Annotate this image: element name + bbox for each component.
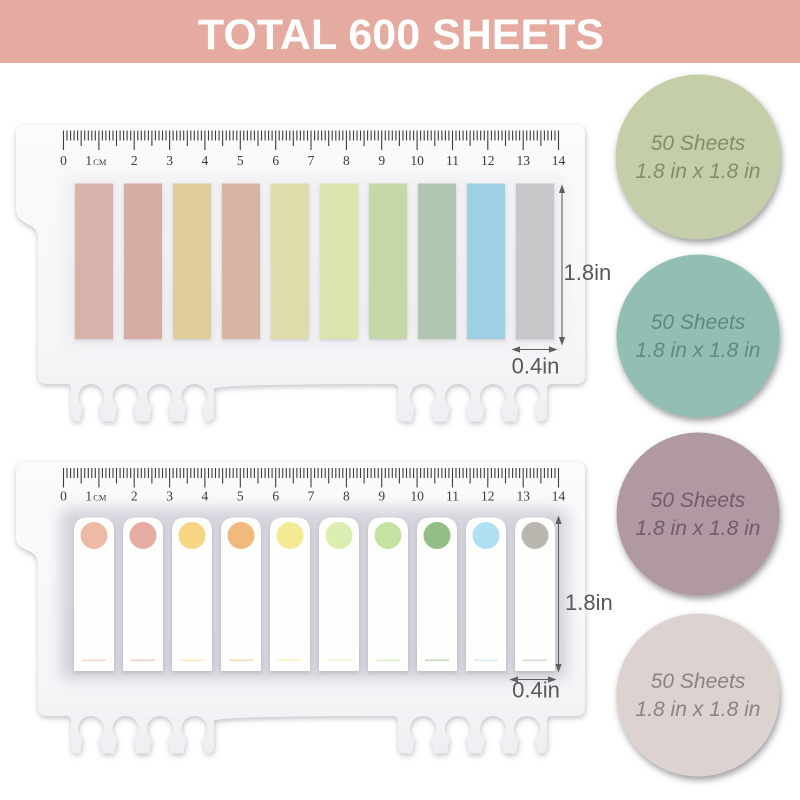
- svg-text:0: 0: [60, 489, 67, 504]
- svg-text:0.4in: 0.4in: [512, 354, 560, 379]
- svg-text:50 Sheets: 50 Sheets: [651, 311, 746, 334]
- svg-text:1.8 in x 1.8 in: 1.8 in x 1.8 in: [636, 698, 761, 721]
- svg-text:50 Sheets: 50 Sheets: [651, 489, 746, 512]
- svg-text:0: 0: [60, 153, 67, 168]
- svg-text:1.8 in x 1.8 in: 1.8 in x 1.8 in: [636, 339, 761, 362]
- svg-text:1.8in: 1.8in: [565, 590, 613, 615]
- svg-text:2: 2: [131, 489, 138, 504]
- svg-text:14: 14: [552, 153, 566, 168]
- svg-text:1CM: 1CM: [85, 489, 106, 504]
- svg-text:3: 3: [166, 153, 173, 168]
- svg-text:9: 9: [378, 489, 385, 504]
- svg-text:50 Sheets: 50 Sheets: [651, 670, 746, 693]
- svg-text:6: 6: [272, 489, 279, 504]
- svg-text:1.8 in x 1.8 in: 1.8 in x 1.8 in: [636, 517, 761, 540]
- svg-text:7: 7: [308, 489, 315, 504]
- svg-text:14: 14: [552, 489, 566, 504]
- svg-text:12: 12: [481, 489, 495, 504]
- svg-text:4: 4: [202, 489, 209, 504]
- svg-text:11: 11: [446, 489, 459, 504]
- svg-text:5: 5: [237, 153, 244, 168]
- svg-text:5: 5: [237, 489, 244, 504]
- svg-text:13: 13: [516, 489, 530, 504]
- svg-text:1.8in: 1.8in: [564, 260, 612, 285]
- svg-text:1CM: 1CM: [85, 153, 106, 168]
- svg-text:8: 8: [343, 489, 350, 504]
- svg-text:12: 12: [481, 153, 495, 168]
- svg-text:4: 4: [202, 153, 209, 168]
- svg-text:6: 6: [272, 153, 279, 168]
- svg-text:7: 7: [308, 153, 315, 168]
- svg-text:11: 11: [446, 153, 459, 168]
- svg-text:0.4in: 0.4in: [512, 678, 560, 703]
- svg-text:3: 3: [166, 489, 173, 504]
- svg-text:8: 8: [343, 153, 350, 168]
- svg-text:1.8 in x 1.8 in: 1.8 in x 1.8 in: [636, 160, 761, 183]
- svg-text:TOTAL 600 SHEETS: TOTAL 600 SHEETS: [198, 11, 604, 59]
- svg-text:13: 13: [516, 153, 530, 168]
- svg-text:50 Sheets: 50 Sheets: [651, 132, 746, 155]
- svg-text:9: 9: [378, 153, 385, 168]
- svg-text:10: 10: [410, 489, 424, 504]
- svg-text:2: 2: [131, 153, 138, 168]
- svg-text:10: 10: [410, 153, 424, 168]
